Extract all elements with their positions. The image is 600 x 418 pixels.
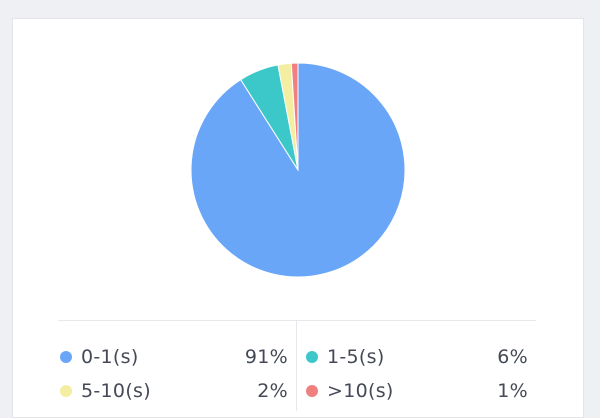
legend-value: 1% <box>497 380 528 402</box>
legend-item-5-10s[interactable]: 5-10(s) 2% <box>60 378 288 404</box>
legend-item-1-5s[interactable]: 1-5(s) 6% <box>306 344 528 370</box>
pie-chart <box>190 62 406 278</box>
legend-value: 91% <box>244 346 288 368</box>
legend-label: 1-5(s) <box>327 346 385 368</box>
legend-dot-icon <box>60 385 72 397</box>
pie-slice-3[interactable] <box>290 62 299 171</box>
legend-value: 2% <box>257 380 288 402</box>
legend-item-0-1s[interactable]: 0-1(s) 91% <box>60 344 288 370</box>
legend-label: 5-10(s) <box>81 380 151 402</box>
legend-dot-icon <box>306 385 318 397</box>
legend-dot-icon <box>306 351 318 363</box>
legend: 0-1(s) 91% 1-5(s) 6% 5-10(s) 2% >10(s) 1… <box>58 320 536 411</box>
legend-dot-icon <box>60 351 72 363</box>
legend-divider <box>296 321 297 411</box>
legend-label: >10(s) <box>327 380 394 402</box>
legend-label: 0-1(s) <box>81 346 139 368</box>
top-strip <box>0 0 600 18</box>
legend-item-gt-10s[interactable]: >10(s) 1% <box>306 378 528 404</box>
legend-value: 6% <box>497 346 528 368</box>
